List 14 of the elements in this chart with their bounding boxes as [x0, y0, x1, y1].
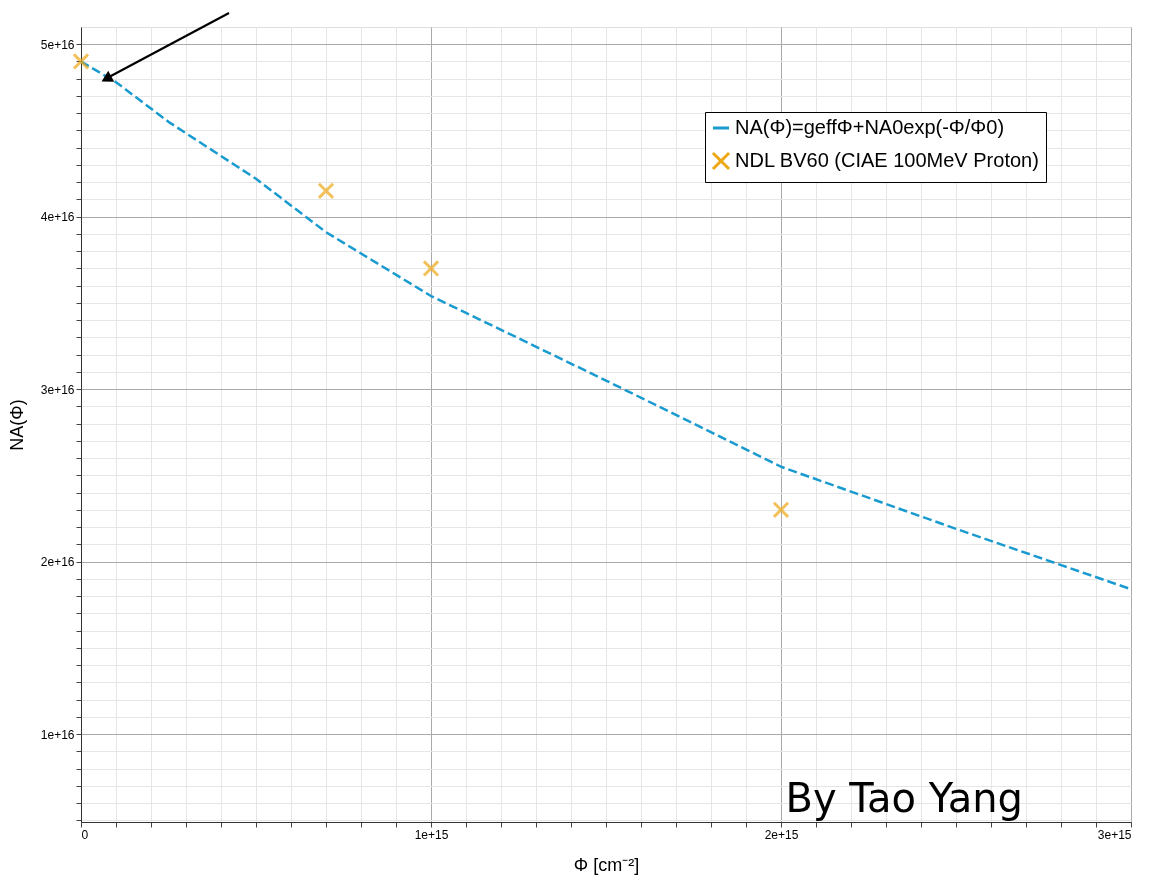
x-tick-label: 0	[81, 827, 89, 842]
y-tick-label: 3e+16	[40, 382, 75, 397]
x-tick-label: 3e+15	[1097, 827, 1132, 842]
annotation: By Tao Yang	[785, 775, 1023, 821]
y-tick-label: 1e+16	[40, 727, 75, 742]
legend-label: NA(Φ)=geffΦ+NA0exp(-Φ/Φ0)	[735, 116, 1005, 138]
x-tick-label: 2e+15	[764, 827, 799, 842]
x-tick-label: 1e+15	[414, 827, 449, 842]
x-axis-title: Φ [cm⁻²]	[573, 854, 640, 875]
legend-label: NDL BV60 (CIAE 100MeV Proton)	[735, 149, 1039, 171]
y-tick-label: 4e+16	[40, 210, 75, 225]
y-tick-label: 2e+16	[40, 555, 75, 570]
y-axis-title: NA(Φ)	[6, 399, 27, 451]
y-tick-label: 5e+16	[40, 37, 75, 52]
